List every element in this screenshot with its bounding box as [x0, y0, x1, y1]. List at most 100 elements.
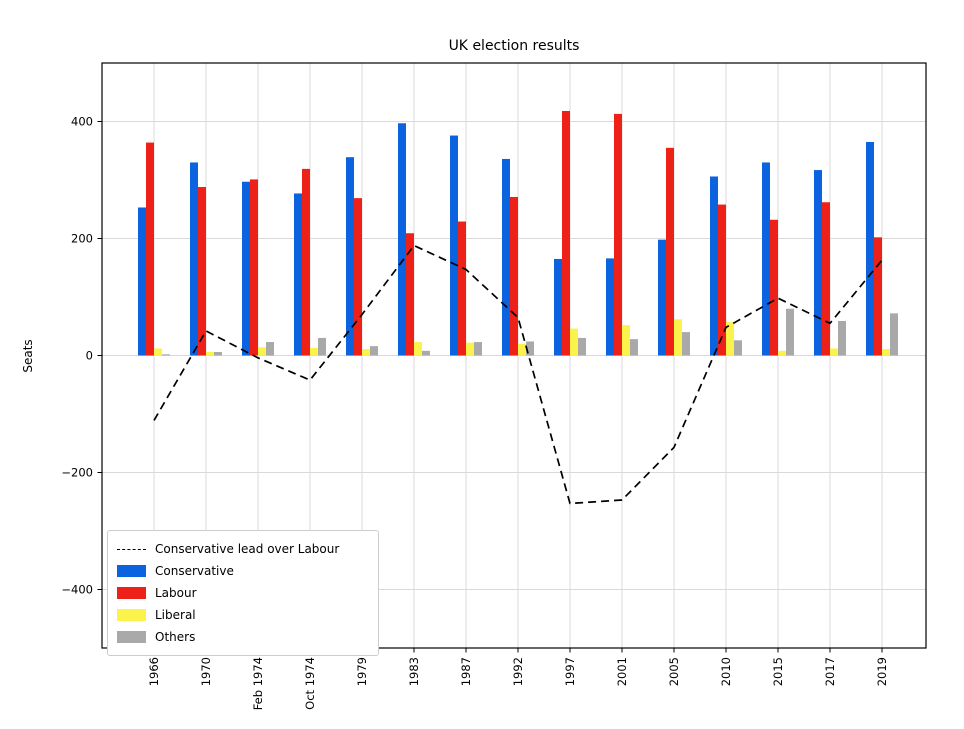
x-tick-label: 1992 — [511, 657, 525, 686]
bar-liberal-1979 — [362, 349, 370, 356]
bar-conservative-feb-1974 — [242, 181, 250, 356]
bar-others-1997 — [578, 337, 586, 356]
bar-conservative-1979 — [346, 157, 354, 356]
legend-label: Liberal — [155, 608, 196, 622]
x-tick-label: 2001 — [615, 657, 629, 686]
bar-liberal-feb-1974 — [258, 347, 266, 356]
bar-conservative-1997 — [554, 258, 562, 356]
legend-swatch-labour — [117, 587, 146, 599]
bar-others-1979 — [370, 346, 378, 356]
bar-labour-2010 — [718, 204, 726, 356]
bar-liberal-1970 — [206, 351, 214, 356]
bar-liberal-2005 — [674, 319, 682, 356]
bar-labour-1992 — [510, 196, 518, 356]
legend-item-conservative-lead-over-labour: Conservative lead over Labour — [117, 538, 368, 560]
legend-label: Conservative — [155, 564, 234, 578]
x-tick-label: Feb 1974 — [251, 657, 265, 710]
lead-line — [153, 244, 883, 505]
x-tick-label: 2005 — [667, 657, 681, 686]
bar-liberal-1997 — [570, 328, 578, 356]
legend-item-labour: Labour — [117, 582, 368, 604]
bar-conservative-1983 — [398, 123, 406, 356]
x-tick-label: 1997 — [563, 657, 577, 686]
bar-conservative-oct-1974 — [294, 193, 302, 356]
legend-label: Conservative lead over Labour — [155, 542, 340, 556]
bar-others-2001 — [630, 339, 638, 356]
bar-labour-feb-1974 — [250, 179, 258, 356]
bar-others-2019 — [890, 313, 898, 356]
bar-liberal-1987 — [466, 342, 474, 356]
bar-others-2005 — [682, 332, 690, 356]
y-tick-label: 400 — [71, 115, 93, 129]
bar-conservative-1966 — [138, 207, 146, 356]
bar-conservative-2005 — [658, 239, 666, 356]
bar-liberal-2010 — [726, 322, 734, 356]
y-tick-label: 200 — [71, 232, 93, 246]
bar-labour-2015 — [770, 219, 778, 356]
bar-labour-2005 — [666, 147, 674, 356]
y-tick-label: −200 — [61, 466, 93, 480]
bar-conservative-1970 — [190, 162, 198, 356]
bar-conservative-2001 — [606, 258, 614, 356]
bar-others-1987 — [474, 342, 482, 356]
bar-others-oct-1974 — [318, 337, 326, 356]
bar-labour-1970 — [198, 187, 206, 356]
x-tick-label: 1983 — [407, 657, 421, 686]
x-tick-label: 1979 — [355, 657, 369, 686]
bar-liberal-2019 — [882, 349, 890, 356]
legend-swatch-others — [117, 631, 146, 643]
bar-liberal-2001 — [622, 325, 630, 356]
bar-labour-1966 — [146, 142, 154, 356]
bar-liberal-1983 — [414, 342, 422, 356]
bar-labour-1979 — [354, 198, 362, 356]
legend-item-liberal: Liberal — [117, 604, 368, 626]
bar-conservative-2010 — [710, 176, 718, 356]
bar-liberal-1966 — [154, 348, 162, 356]
bar-liberal-oct-1974 — [310, 347, 318, 356]
bar-others-1983 — [422, 350, 430, 356]
legend-label: Others — [155, 630, 196, 644]
bar-conservative-1987 — [450, 135, 458, 356]
legend-swatch-conservative — [117, 565, 146, 577]
x-tick-label: 2019 — [875, 657, 889, 686]
x-tick-label: 1966 — [147, 657, 161, 686]
legend-label: Labour — [155, 586, 197, 600]
bar-labour-1997 — [562, 110, 570, 356]
bar-labour-2017 — [822, 202, 830, 356]
legend-item-conservative: Conservative — [117, 560, 368, 582]
bar-others-feb-1974 — [266, 342, 274, 356]
bar-conservative-2019 — [866, 141, 874, 356]
bar-conservative-2015 — [762, 162, 770, 356]
bar-liberal-1992 — [518, 343, 526, 356]
bar-others-2017 — [838, 320, 846, 356]
bar-others-2010 — [734, 340, 742, 356]
bar-liberal-2015 — [778, 350, 786, 356]
bar-labour-1987 — [458, 221, 466, 356]
bar-liberal-2017 — [830, 348, 838, 356]
bar-conservative-1992 — [502, 158, 510, 356]
x-tick-label: 2010 — [719, 657, 733, 686]
bar-labour-2001 — [614, 113, 622, 356]
x-tick-label: 1970 — [199, 657, 213, 686]
bar-others-2015 — [786, 308, 794, 356]
legend-swatch-liberal — [117, 609, 146, 621]
legend: Conservative lead over Labour Conservativ… — [107, 530, 379, 656]
chart-title: UK election results — [448, 38, 580, 54]
x-tick-label: 2017 — [823, 657, 837, 686]
x-tick-label: 1987 — [459, 657, 473, 686]
bar-labour-oct-1974 — [302, 168, 310, 356]
bar-others-1966 — [162, 354, 170, 356]
y-tick-label: −400 — [61, 583, 93, 597]
legend-item-others: Others — [117, 626, 368, 648]
bar-others-1992 — [526, 341, 534, 356]
x-tick-label: 2015 — [771, 657, 785, 686]
bar-conservative-2017 — [814, 170, 822, 356]
x-tick-label: Oct 1974 — [303, 657, 317, 710]
y-tick-label: 0 — [86, 349, 93, 363]
bar-others-1970 — [214, 351, 222, 356]
bar-labour-1983 — [406, 233, 414, 356]
bar-labour-2019 — [874, 237, 882, 356]
legend-dash-sample — [117, 548, 146, 550]
